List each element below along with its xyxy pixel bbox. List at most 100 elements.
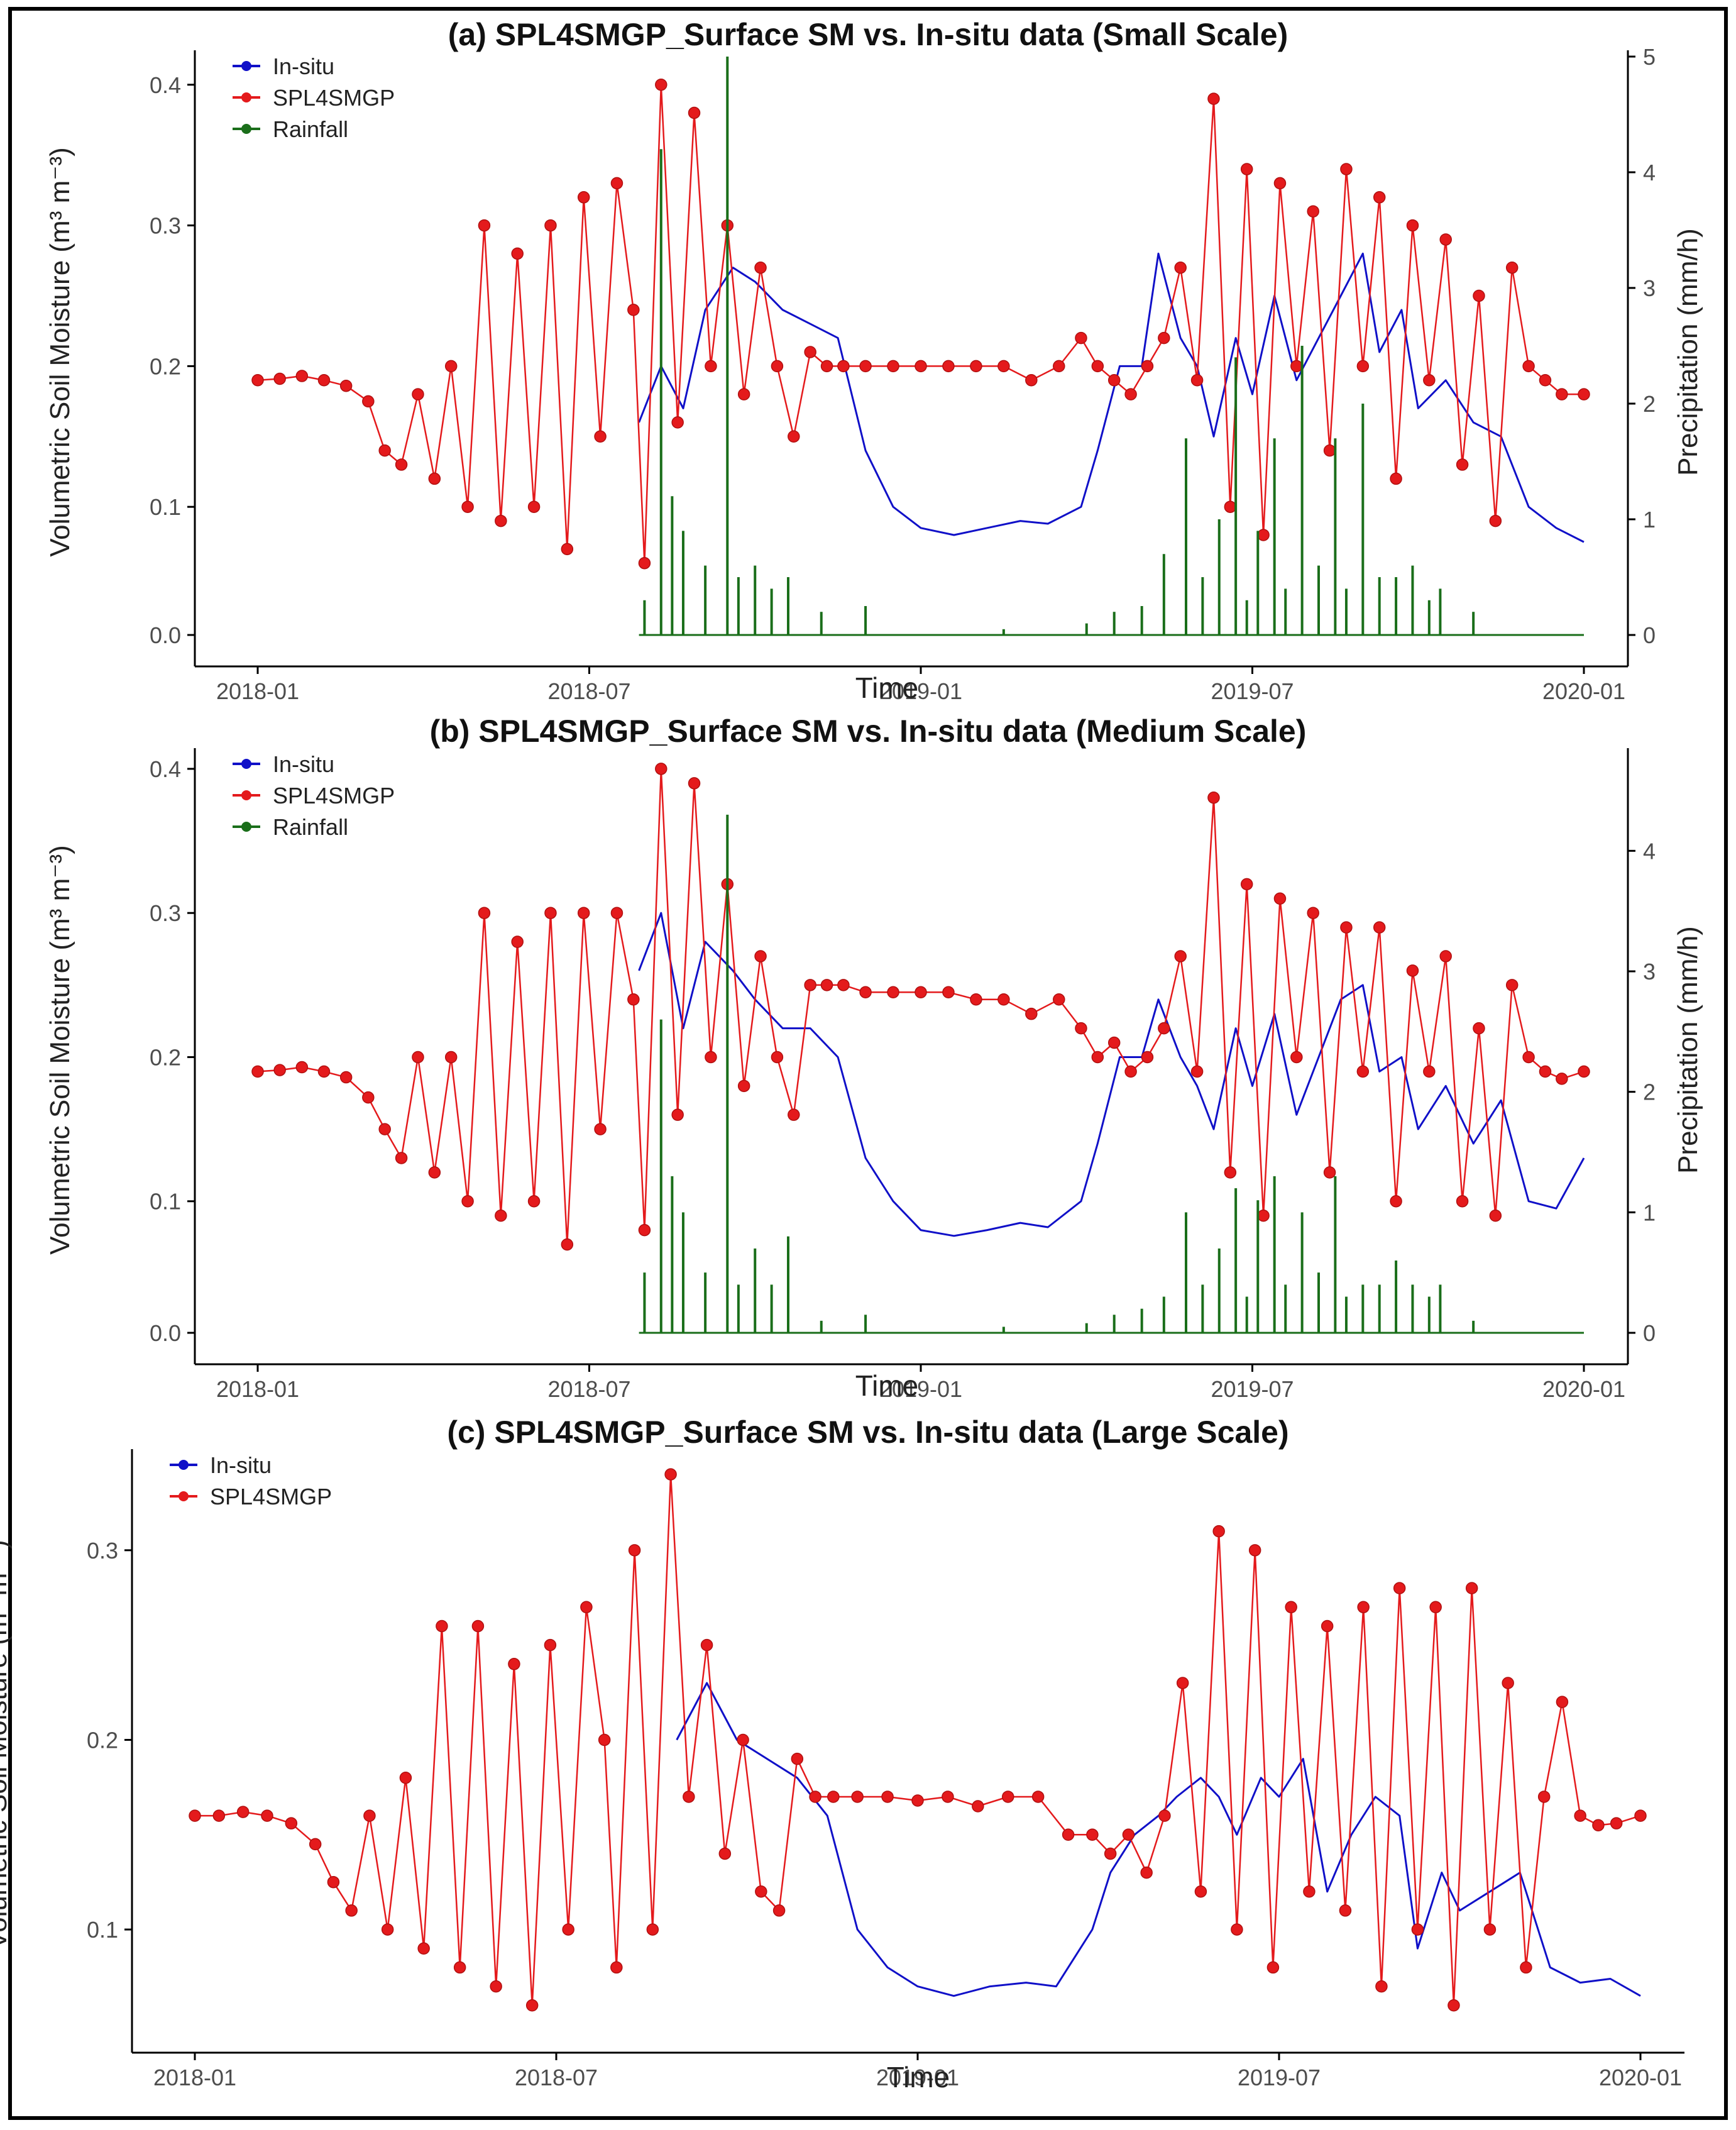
spl4smgp-point	[1273, 177, 1287, 190]
legend-swatch-dot	[241, 790, 251, 800]
legend-swatch-dot	[241, 124, 251, 134]
x-tick-label: 2018-07	[515, 2065, 598, 2090]
y-tick-label: 0.1	[150, 1189, 181, 1215]
legend-swatch-dot	[179, 1460, 189, 1470]
spl4smgp-point	[809, 1791, 821, 1803]
spl4smgp-point	[1158, 1809, 1171, 1822]
spl4smgp-point	[655, 79, 667, 91]
spl4smgp-point	[1273, 892, 1287, 905]
spl4smgp-point	[859, 986, 872, 999]
spl4smgp-point	[544, 1638, 557, 1652]
spl4smgp-point	[718, 1847, 732, 1860]
legend-item-label: SPL4SMGP	[273, 783, 395, 808]
spl4smgp-point	[911, 1794, 924, 1807]
spl4smgp-point	[1505, 979, 1519, 991]
spl4smgp-point	[251, 1065, 264, 1078]
spl4smgp-point	[1231, 1923, 1243, 1936]
spl4smgp-point	[1522, 360, 1535, 373]
spl4smgp-point	[664, 1468, 677, 1481]
spl4smgp-point	[638, 1223, 651, 1237]
spl4smgp-point	[309, 1838, 322, 1851]
spl4smgp-point	[544, 219, 557, 232]
y-axis-label-gap	[45, 951, 75, 958]
spl4smgp-point	[1456, 458, 1469, 471]
spl4smgp-point	[1375, 1980, 1388, 1993]
spl4smgp-point	[1091, 360, 1104, 373]
spl4smgp-point	[1158, 331, 1170, 345]
y-tick-label: 0.4	[150, 756, 181, 782]
spl4smgp-point	[1456, 1195, 1469, 1208]
spl4smgp-point	[1390, 472, 1402, 485]
spl4smgp-point	[942, 1791, 954, 1803]
spl4smgp-point	[1257, 529, 1270, 541]
spl4smgp-point	[1290, 360, 1303, 373]
spl4smgp-point	[1465, 1582, 1478, 1594]
spl4smgp-point	[1025, 1007, 1038, 1020]
spl4smgp-point	[655, 763, 667, 775]
spl4smgp-point	[1194, 1885, 1207, 1898]
spl4smgp-point	[610, 1961, 623, 1974]
y2-tick-label: 3	[1643, 275, 1656, 301]
spl4smgp-point	[339, 1071, 353, 1084]
spl4smgp-point	[1240, 163, 1253, 175]
spl4smgp-point	[1141, 360, 1154, 373]
spl4smgp-point	[1190, 1065, 1204, 1078]
spl4smgp-point	[1340, 921, 1353, 934]
x-tick-label: 2019-07	[1238, 2065, 1321, 2090]
spl4smgp-point	[887, 360, 899, 373]
spl4smgp-point	[737, 1733, 749, 1746]
spl4smgp-point	[1307, 907, 1319, 919]
spl4smgp-point	[1053, 993, 1065, 1006]
legend-item-label: In-situ	[273, 751, 334, 777]
x-axis-label: Time	[887, 2061, 950, 2094]
legend-swatch-dot	[179, 1491, 189, 1501]
y-tick-label: 0.1	[87, 1917, 118, 1943]
spl4smgp-point	[436, 1620, 448, 1633]
legend-item-label: In-situ	[210, 1452, 272, 1478]
spl4smgp-point	[688, 106, 701, 119]
spl4smgp-point	[362, 395, 375, 408]
spl4smgp-point	[1141, 1051, 1154, 1064]
spl4smgp-point	[646, 1923, 659, 1936]
y-tick-label: 0.3	[150, 900, 181, 926]
y-axis-label-unit: (m³ m⁻³)	[45, 147, 75, 252]
spl4smgp-point	[788, 430, 800, 443]
spl4smgp-point	[1207, 92, 1220, 105]
x-tick-label: 2020-01	[1542, 678, 1625, 704]
spl4smgp-point	[737, 1079, 750, 1093]
x-tick-label: 2020-01	[1542, 1376, 1625, 1402]
spl4smgp-point	[1373, 191, 1386, 204]
spl4smgp-point	[859, 360, 872, 373]
y2-tick-label: 0	[1643, 1320, 1656, 1346]
spl4smgp-point	[1357, 1601, 1370, 1614]
spl4smgp-point	[1489, 514, 1502, 527]
chart-title: (c) SPL4SMGP_Surface SM vs. In-situ data…	[447, 1415, 1288, 1450]
spl4smgp-point	[295, 1061, 309, 1074]
spl4smgp-point	[444, 1051, 458, 1064]
spl4smgp-point	[628, 1544, 641, 1557]
y2-tick-label: 1	[1643, 507, 1656, 532]
spl4smgp-point	[1323, 1166, 1336, 1179]
spl4smgp-point	[363, 1809, 376, 1822]
spl4smgp-point	[525, 1999, 539, 2012]
spl4smgp-point	[997, 360, 1010, 373]
x-tick-label: 2019-01	[879, 678, 962, 704]
spl4smgp-point	[1124, 388, 1137, 400]
chart-panel-c: (c) SPL4SMGP_Surface SM vs. In-situ data…	[0, 1415, 1684, 2094]
legend-item-label: Rainfall	[273, 116, 348, 142]
spl4smgp-point	[1373, 921, 1386, 934]
spl4smgp-point	[1124, 1065, 1137, 1078]
spl4smgp-point	[804, 979, 816, 991]
spl4smgp-point	[688, 777, 701, 790]
spl4smgp-point	[1356, 360, 1370, 373]
y-tick-label: 0.4	[150, 72, 181, 98]
spl4smgp-point	[461, 500, 474, 513]
spl4smgp-point	[1075, 331, 1087, 345]
chart-panel-a: (a) SPL4SMGP_Surface SM vs. In-situ data…	[45, 17, 1703, 704]
spl4smgp-point	[1439, 233, 1452, 246]
spl4smgp-point	[1207, 792, 1220, 804]
spl4smgp-point	[755, 1885, 767, 1898]
spl4smgp-point	[771, 360, 784, 373]
spl4smgp-point	[1393, 1582, 1406, 1594]
spl4smgp-point	[395, 1152, 408, 1164]
